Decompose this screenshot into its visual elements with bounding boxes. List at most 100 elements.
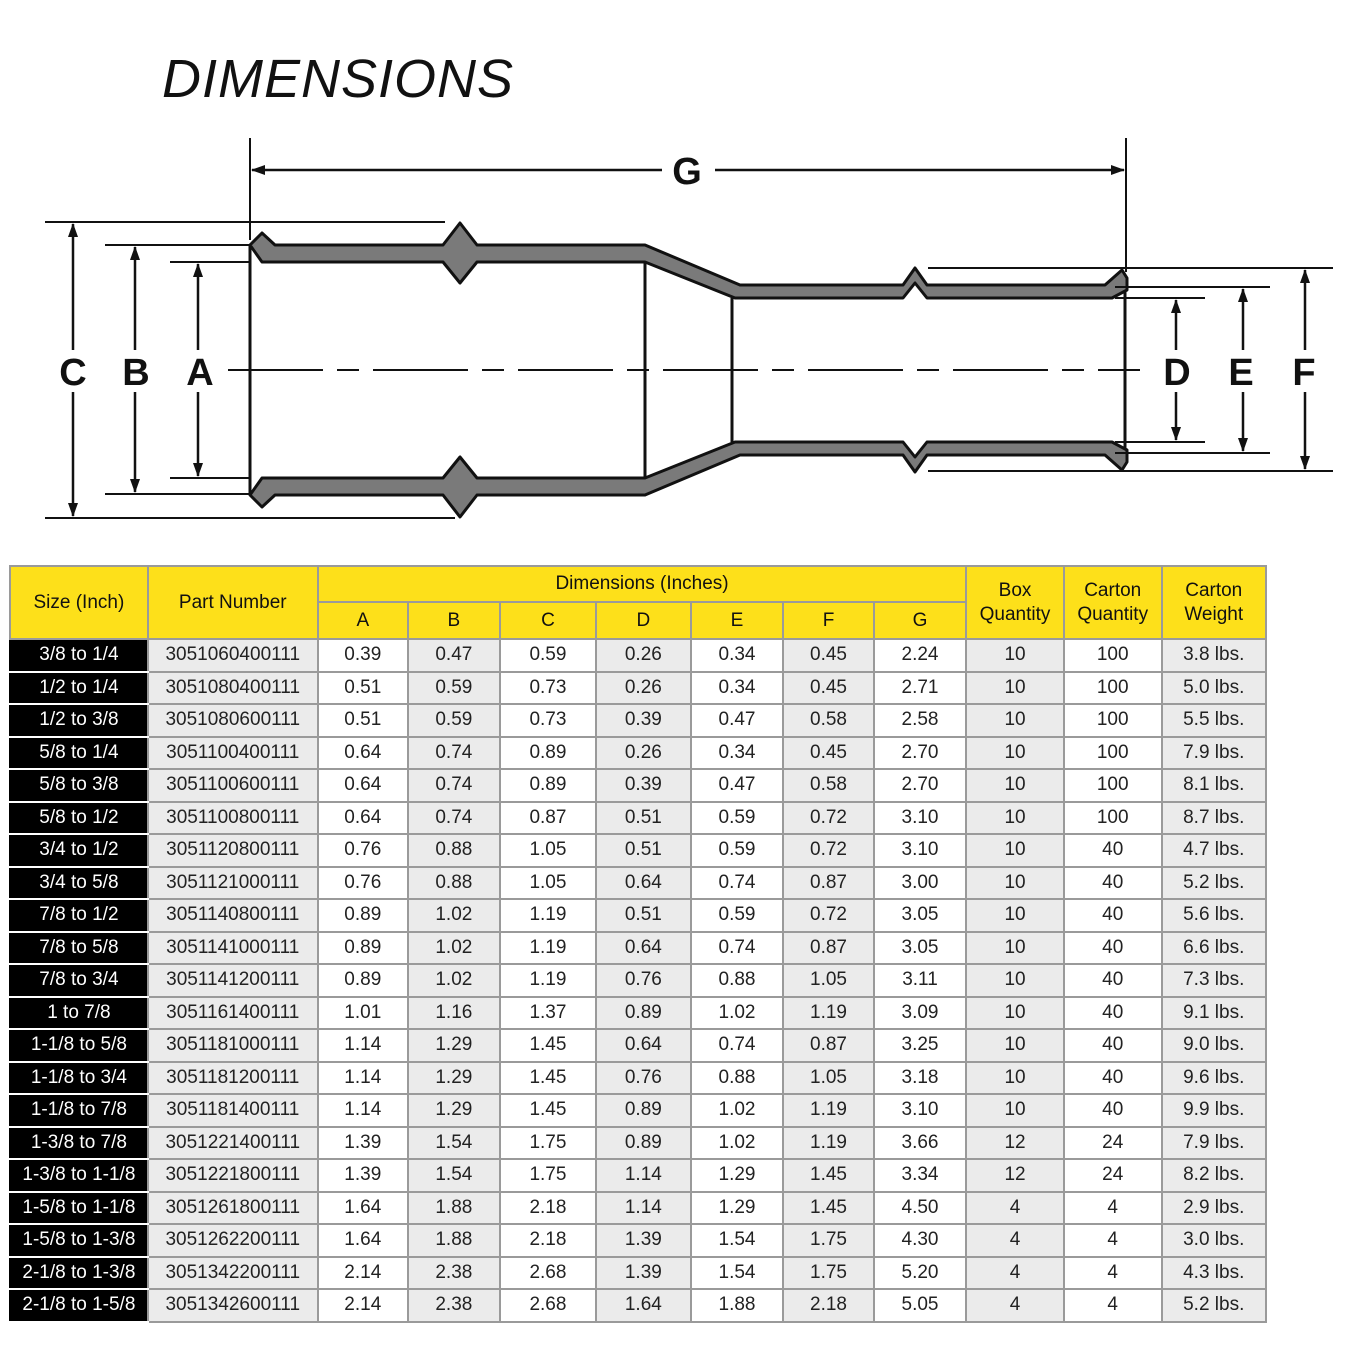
- cell-g: 3.34: [872, 1158, 968, 1193]
- cell-g: 3.10: [872, 1093, 968, 1128]
- cell-size: 1-3/8 to 1-1/8: [9, 1158, 149, 1193]
- header-dimensions: Dimensions (Inches): [316, 565, 968, 603]
- header-col-c: C: [498, 601, 598, 640]
- cell-f: 0.45: [782, 670, 875, 705]
- cell-carton-quantity: 40: [1062, 963, 1163, 998]
- label-c: C: [59, 352, 86, 394]
- cell-c: 1.05: [498, 833, 598, 868]
- cell-b: 1.02: [406, 898, 501, 933]
- cell-f: 0.72: [782, 800, 875, 835]
- table-row: 3/8 to 1/4 3051060400111 0.39 0.47 0.59 0.26 0…: [9, 638, 1363, 673]
- dimension-labels: C B A D E F G: [55, 151, 1323, 394]
- table-row: 7/8 to 3/4 3051141200111 0.89 1.02 1.19 0.76 0…: [9, 963, 1363, 998]
- cell-c: 1.45: [498, 1060, 598, 1095]
- cell-b: 1.29: [406, 1093, 501, 1128]
- cell-box-quantity: 10: [965, 1093, 1065, 1128]
- cell-a: 1.64: [316, 1190, 409, 1225]
- cell-carton-weight: 2.9 lbs.: [1160, 1190, 1267, 1225]
- table-row: 1-1/8 to 7/8 3051181400111 1.14 1.29 1.45 0.8…: [9, 1093, 1363, 1128]
- cell-b: 1.16: [406, 995, 501, 1030]
- label-a: A: [186, 352, 213, 394]
- cell-e: 0.88: [689, 1060, 785, 1095]
- cell-g: 2.70: [872, 768, 968, 803]
- cell-carton-quantity: 4: [1062, 1190, 1163, 1225]
- cell-c: 1.37: [498, 995, 598, 1030]
- cell-a: 2.14: [316, 1255, 409, 1290]
- cell-g: 2.58: [872, 703, 968, 738]
- cell-g: 3.18: [872, 1060, 968, 1095]
- cell-f: 0.72: [782, 833, 875, 868]
- cell-size: 2-1/8 to 1-3/8: [9, 1255, 149, 1290]
- cell-f: 0.58: [782, 703, 875, 738]
- cell-g: 3.05: [872, 930, 968, 965]
- cell-carton-quantity: 100: [1062, 735, 1163, 770]
- cell-size: 1-5/8 to 1-3/8: [9, 1223, 149, 1258]
- dimensions-table: Size (Inch) Part Number Dimensions (Inch…: [9, 565, 1364, 1323]
- cell-b: 1.54: [406, 1158, 501, 1193]
- cell-size: 3/4 to 5/8: [9, 865, 149, 900]
- cell-carton-weight: 5.2 lbs.: [1160, 1288, 1267, 1323]
- cell-c: 2.68: [498, 1288, 598, 1323]
- cell-c: 0.89: [498, 768, 598, 803]
- cell-g: 3.66: [872, 1125, 968, 1160]
- cell-carton-weight: 8.7 lbs.: [1160, 800, 1267, 835]
- cell-b: 0.59: [406, 703, 501, 738]
- cell-size: 7/8 to 5/8: [9, 930, 149, 965]
- cell-b: 1.29: [406, 1060, 501, 1095]
- cell-carton-weight: 9.0 lbs.: [1160, 1028, 1267, 1063]
- cell-g: 2.24: [872, 638, 968, 673]
- cell-carton-weight: 4.7 lbs.: [1160, 833, 1267, 868]
- table-row: 3/4 to 1/2 3051120800111 0.76 0.88 1.05 0.51 0…: [9, 833, 1363, 868]
- cell-part-number: 3051181000111: [146, 1028, 319, 1063]
- cell-c: 1.19: [498, 963, 598, 998]
- cell-box-quantity: 10: [965, 670, 1065, 705]
- cell-part-number: 3051261800111: [146, 1190, 319, 1225]
- cell-a: 0.64: [316, 735, 409, 770]
- cell-box-quantity: 10: [965, 735, 1065, 770]
- cell-carton-weight: 9.6 lbs.: [1160, 1060, 1267, 1095]
- cell-carton-quantity: 100: [1062, 670, 1163, 705]
- cell-size: 1-1/8 to 5/8: [9, 1028, 149, 1063]
- cell-e: 0.34: [689, 735, 785, 770]
- cell-c: 1.19: [498, 898, 598, 933]
- header-carton-quantity: Carton Quantity: [1062, 565, 1163, 640]
- cell-a: 0.89: [316, 930, 409, 965]
- cell-carton-quantity: 4: [1062, 1255, 1163, 1290]
- cell-f: 2.18: [782, 1288, 875, 1323]
- header-box-quantity: Box Quantity: [965, 565, 1065, 640]
- cell-e: 0.88: [689, 963, 785, 998]
- cell-carton-quantity: 24: [1062, 1125, 1163, 1160]
- cell-carton-weight: 9.9 lbs.: [1160, 1093, 1267, 1128]
- cell-g: 2.71: [872, 670, 968, 705]
- cell-d: 0.26: [595, 735, 692, 770]
- cell-a: 0.51: [316, 670, 409, 705]
- cell-carton-weight: 8.2 lbs.: [1160, 1158, 1267, 1193]
- cell-b: 1.29: [406, 1028, 501, 1063]
- cell-c: 0.89: [498, 735, 598, 770]
- cell-b: 0.74: [406, 800, 501, 835]
- cell-d: 0.89: [595, 1125, 692, 1160]
- cell-a: 1.14: [316, 1093, 409, 1128]
- label-f: F: [1292, 352, 1315, 394]
- fitting-wall-top: [248, 221, 1129, 300]
- cell-b: 1.54: [406, 1125, 501, 1160]
- cell-part-number: 3051181200111: [146, 1060, 319, 1095]
- cell-a: 1.14: [316, 1028, 409, 1063]
- cell-box-quantity: 10: [965, 995, 1065, 1030]
- cell-f: 1.19: [782, 1125, 875, 1160]
- cell-carton-weight: 4.3 lbs.: [1160, 1255, 1267, 1290]
- table-row: 1-1/8 to 3/4 3051181200111 1.14 1.29 1.45 0.7…: [9, 1060, 1363, 1095]
- cell-carton-weight: 3.0 lbs.: [1160, 1223, 1267, 1258]
- cell-size: 1-1/8 to 7/8: [9, 1093, 149, 1128]
- cell-b: 0.88: [406, 833, 501, 868]
- extension-lines: [45, 138, 1333, 519]
- cell-carton-weight: 7.9 lbs.: [1160, 1125, 1267, 1160]
- cell-g: 4.50: [872, 1190, 968, 1225]
- table-row: 2-1/8 to 1-5/8 3051342600111 2.14 2.38 2.68 1…: [9, 1288, 1363, 1323]
- cell-box-quantity: 10: [965, 930, 1065, 965]
- cell-part-number: 3051100600111: [146, 768, 319, 803]
- header-part-number: Part Number: [146, 565, 319, 640]
- cell-carton-weight: 8.1 lbs.: [1160, 768, 1267, 803]
- cell-g: 3.00: [872, 865, 968, 900]
- cell-box-quantity: 4: [965, 1223, 1065, 1258]
